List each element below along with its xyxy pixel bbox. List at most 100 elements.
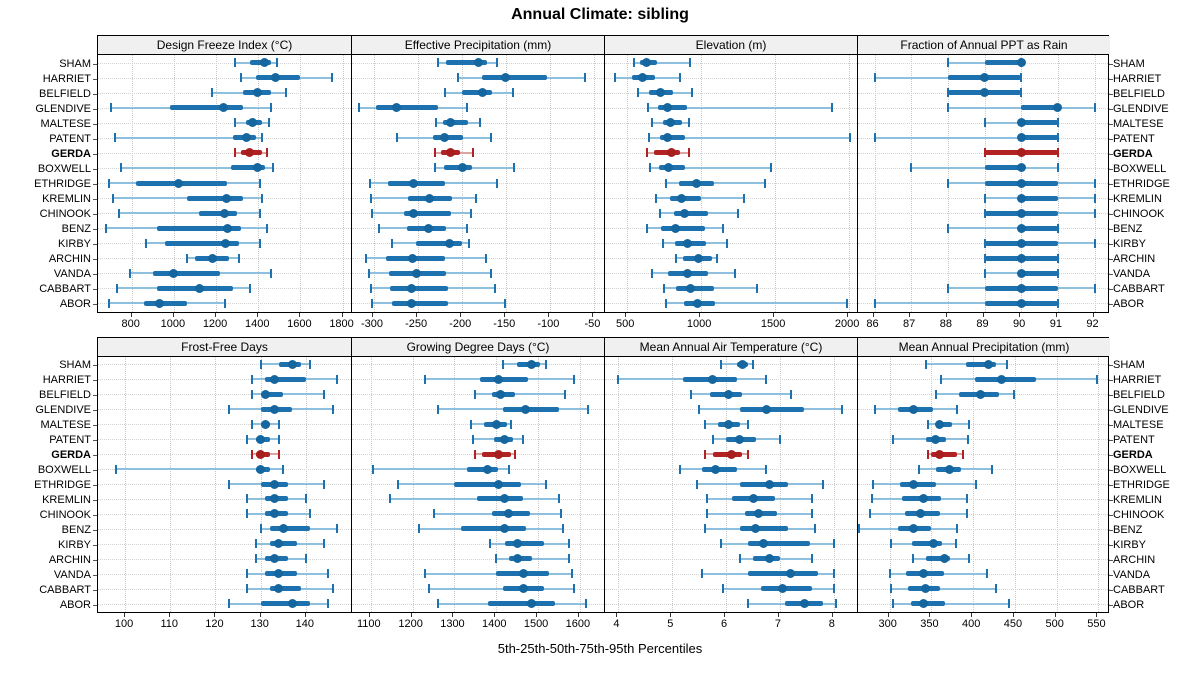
median-dot	[976, 389, 986, 399]
gridline-horizontal	[605, 152, 857, 154]
gridline-horizontal	[352, 243, 604, 245]
station-label-right: HARRIET	[1113, 72, 1162, 85]
whisker-cap	[912, 554, 915, 564]
station-tick-right	[1109, 455, 1113, 457]
axis-tick	[909, 313, 911, 317]
whisker-cap	[465, 223, 468, 233]
whisker-cap	[585, 599, 588, 609]
whisker-25-75	[186, 195, 244, 201]
station-tick-left	[93, 544, 97, 546]
whisker-cap	[370, 193, 373, 203]
whisker-cap	[309, 359, 312, 369]
median-dot	[1053, 103, 1063, 113]
station-label-left: VANDA	[53, 568, 91, 581]
station-tick-right	[1109, 380, 1113, 382]
station-tick-left	[93, 244, 97, 246]
whisker-cap	[437, 58, 440, 68]
whisker-cap	[370, 283, 373, 293]
whisker-25-75	[673, 210, 708, 216]
whisker-5-95	[666, 302, 847, 305]
whisker-cap	[322, 539, 325, 549]
whisker-cap	[234, 148, 237, 158]
whisker-cap	[120, 163, 123, 173]
axis-tick-label: 500	[1045, 618, 1064, 630]
station-label-right: ETHRIDGE	[1113, 178, 1170, 190]
whisker-25-75	[260, 601, 311, 607]
median-dot	[269, 554, 279, 564]
gridline-horizontal	[98, 379, 351, 381]
axis-tick	[929, 613, 931, 617]
median-dot	[692, 178, 702, 188]
whisker-cap	[703, 524, 706, 534]
whisker-cap	[962, 449, 965, 459]
station-label-left: GERDA	[51, 147, 91, 160]
whisker-cap	[811, 509, 814, 519]
whisker-cap	[474, 389, 477, 399]
whisker-cap	[145, 238, 148, 248]
station-label-left: BELFIELD	[39, 87, 91, 100]
axis-tick-label: -50	[584, 318, 601, 330]
median-dot	[692, 298, 702, 308]
axis-tick-label: 86	[866, 318, 879, 330]
whisker-5-95	[372, 468, 509, 471]
gridline-horizontal	[98, 152, 351, 154]
whisker-cap	[746, 449, 749, 459]
whisker-25-75	[391, 300, 449, 306]
axis-tick	[577, 613, 579, 617]
whisker-cap	[703, 449, 706, 459]
whisker-cap	[967, 434, 970, 444]
median-dot	[518, 584, 528, 594]
station-label-left: ETHRIDGE	[34, 479, 91, 491]
panel-header: Mean Annual Air Temperature (°C)	[604, 338, 857, 356]
median-dot	[918, 494, 928, 504]
whisker-cap	[304, 494, 307, 504]
station-label-right: VANDA	[1113, 568, 1151, 581]
whisker-cap	[428, 584, 431, 594]
whisker-cap	[689, 58, 692, 68]
whisker-cap	[322, 479, 325, 489]
whisker-cap	[925, 359, 928, 369]
whisker-cap	[238, 253, 241, 263]
station-tick-left	[93, 229, 97, 231]
whisker-cap	[646, 148, 649, 158]
whisker-cap	[1013, 389, 1016, 399]
whisker-25-75	[230, 165, 265, 171]
axis-tick	[872, 313, 874, 317]
whisker-cap	[250, 389, 253, 399]
axis-tick-label: 350	[920, 618, 939, 630]
median-dot	[724, 389, 734, 399]
whisker-cap	[495, 554, 498, 564]
station-tick-right	[1109, 365, 1113, 367]
station-label-right: GERDA	[1113, 449, 1153, 462]
axis-tick-label: 2000	[834, 318, 860, 330]
median-dot	[409, 208, 419, 218]
whisker-cap	[512, 88, 515, 98]
median-dot	[252, 88, 262, 98]
panel-header: Growing Degree Days (°C)	[351, 338, 604, 356]
whisker-cap	[637, 88, 640, 98]
whisker-cap	[250, 449, 253, 459]
gridline-horizontal	[98, 543, 351, 545]
whisker-cap	[857, 524, 860, 534]
median-dot	[500, 434, 510, 444]
axis-tick	[887, 613, 889, 617]
median-dot	[786, 569, 796, 579]
whisker-cap	[250, 419, 253, 429]
whisker-cap	[490, 268, 493, 278]
axis-tick-label: 100	[114, 618, 134, 630]
whisker-cap	[738, 554, 741, 564]
whisker-25-75	[653, 150, 680, 156]
median-dot	[260, 58, 270, 68]
median-dot	[748, 494, 758, 504]
station-label-left: KIRBY	[57, 538, 91, 551]
whisker-cap	[568, 539, 571, 549]
station-label-right: BELFIELD	[1113, 87, 1165, 100]
whisker-cap	[259, 208, 262, 218]
whisker-cap	[358, 103, 361, 113]
whisker-cap	[910, 163, 913, 173]
median-dot	[916, 509, 926, 519]
whisker-cap	[873, 404, 876, 414]
whisker-cap	[665, 298, 668, 308]
gridline-horizontal	[858, 439, 1110, 441]
median-dot	[411, 268, 421, 278]
